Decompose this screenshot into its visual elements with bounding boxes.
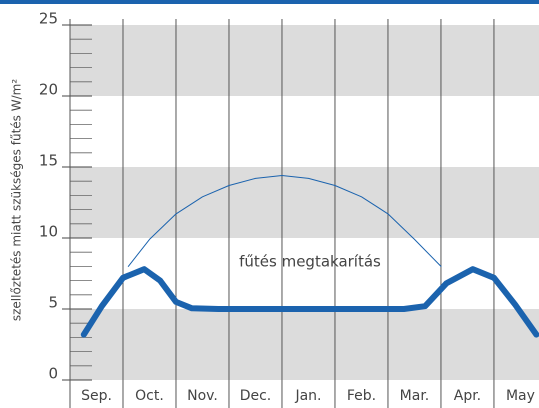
x-tick-label: Mar. (400, 388, 430, 404)
y-tick-label: 5 (48, 294, 58, 312)
y-tick-label: 15 (39, 152, 58, 170)
annotation: fűtés megtakarítás (239, 253, 381, 271)
band (70, 167, 539, 238)
x-tick-label: May (506, 388, 535, 404)
series-line (80, 266, 539, 338)
x-tick-label: Nov. (187, 388, 218, 404)
x-tick-label: Feb. (347, 388, 376, 404)
y-tick-label: 25 (39, 10, 58, 28)
series-line (127, 175, 442, 267)
x-tick-label: Oct. (135, 388, 164, 404)
x-tick-label: Jan. (294, 388, 321, 404)
y-tick-label: 10 (39, 223, 58, 241)
band (70, 309, 539, 380)
x-tick-label: Apr. (454, 388, 481, 404)
y-axis-label: szellőztetés miatt szükséges fűtés W/m² (10, 79, 24, 321)
top-bar (0, 0, 539, 4)
y-tick-label: 20 (39, 81, 58, 99)
band (70, 25, 539, 96)
x-tick-label: Dec. (240, 388, 272, 404)
x-tick-label: Sep. (81, 388, 112, 404)
y-tick-label: 0 (48, 365, 58, 383)
